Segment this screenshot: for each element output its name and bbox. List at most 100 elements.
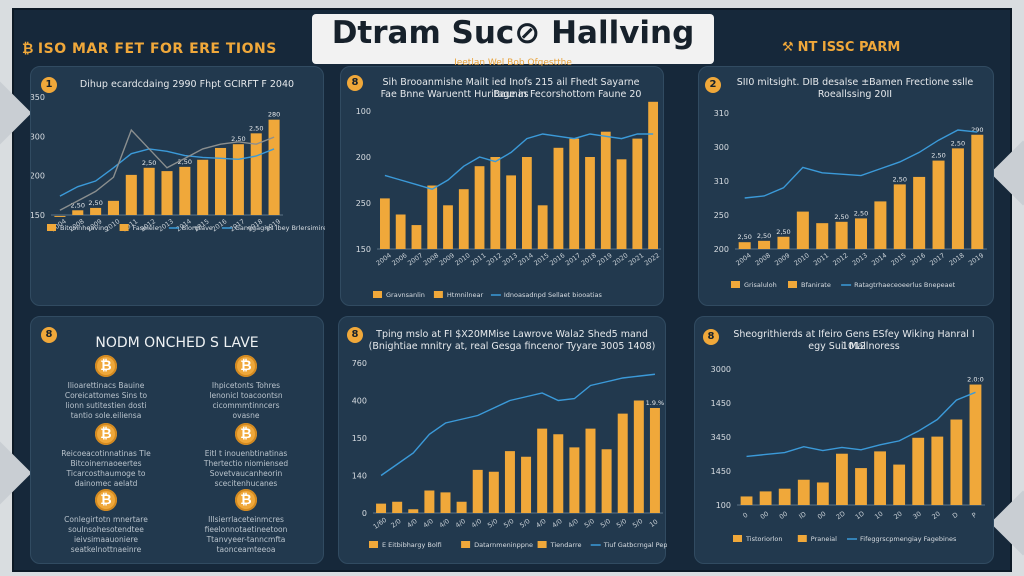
- bar: [569, 447, 580, 513]
- panel-badge: 2: [705, 77, 721, 93]
- legend-label: Praneial: [811, 535, 837, 543]
- y-tick-label: 1450: [711, 399, 731, 408]
- bar: [854, 218, 868, 249]
- bar: [411, 225, 422, 249]
- bitcoin-icon: ₿: [95, 355, 117, 377]
- bar: [600, 131, 611, 249]
- bar: [874, 201, 887, 249]
- legend-label: Ganegagies Ibey Brlersimire: [235, 224, 325, 232]
- data-label: 2,50: [231, 135, 245, 143]
- legend-swatch: [797, 535, 807, 542]
- bar: [161, 171, 173, 215]
- legend-label: Tistoriorlon: [745, 535, 783, 543]
- bar: [427, 185, 438, 249]
- y-tick-label: 3000: [711, 365, 731, 374]
- x-tick-label: 2013: [501, 251, 519, 267]
- bar: [931, 436, 944, 505]
- node-text: Conlegirtotn mnertare soulnsohesotendtee i…: [64, 515, 148, 554]
- data-label: 2,50: [757, 232, 771, 240]
- x-tick-label: 5/0: [631, 517, 644, 530]
- chart-panel-3: 2 SII0 mitsight. DIB desalse ±Bamen Frec…: [698, 66, 994, 306]
- bitcoin-icon: ₿: [95, 423, 117, 445]
- legend-swatch: [119, 224, 129, 231]
- x-tick-label: 2011: [812, 251, 830, 267]
- series-line: [384, 133, 654, 190]
- y-tick-label: 1450: [711, 467, 731, 476]
- x-tick-label: 2017: [564, 251, 582, 267]
- panel-badge: 8: [41, 327, 57, 343]
- chart-panel-6: 8 Sheogrithierds at Ifeiro Gens ESfey Wi…: [694, 316, 994, 564]
- legend-label: Gravnsanlin: [386, 291, 425, 299]
- series-line: [59, 128, 275, 211]
- x-tick-label: 20: [892, 510, 903, 521]
- panel-title: Dihup ecardcdaing 2990 Fhpt GCIRFT F 204…: [79, 79, 295, 90]
- bar: [215, 147, 227, 215]
- header-left: ₿ ISO MAR FET FOR ERE TIONS: [22, 40, 277, 57]
- legend-label: Ratagtrhaeceoeerlus Bnepeaet: [854, 281, 956, 289]
- x-tick-label: 2010: [454, 251, 472, 267]
- bar: [816, 223, 829, 249]
- bar: [969, 384, 982, 505]
- bar: [893, 464, 906, 505]
- x-tick-label: 5/0: [502, 517, 515, 530]
- x-tick-label: 2015: [890, 251, 908, 267]
- x-tick-label: 2009: [773, 251, 791, 267]
- bitcoin-icon: ₿: [22, 41, 34, 57]
- y-tick-label: 150: [356, 245, 371, 254]
- bar: [472, 469, 483, 513]
- bitcoin-icon: ₿: [235, 423, 257, 445]
- panel-title-line-2: (Bnightiae mnitry at, real Gesga finceno…: [368, 341, 656, 352]
- page-title: Dtram Suc⊘ Hallving: [331, 15, 695, 51]
- data-label: 2,50: [178, 158, 192, 166]
- legend-label: Tiendarre: [550, 541, 582, 549]
- y-tick-label: 310: [714, 109, 729, 118]
- node-item: ₿ Eitl t inouenbtinatinas Thertectio niom…: [181, 423, 311, 489]
- bar: [816, 482, 829, 505]
- panel-title-line-2: Roeallssing 20II: [817, 89, 893, 100]
- legend-swatch: [537, 541, 547, 548]
- legend-label: Bfanirate: [801, 281, 831, 289]
- x-tick-label: 5/0: [615, 517, 628, 530]
- bar: [913, 176, 926, 249]
- bar: [232, 144, 244, 215]
- y-tick-label: 200: [714, 245, 729, 254]
- bar: [504, 451, 515, 513]
- bar: [424, 490, 435, 513]
- bar: [440, 492, 451, 513]
- data-label: 2,50: [249, 124, 263, 132]
- legend-label: Tiuf Gatbcrngal Pepeutionnitran: [603, 541, 667, 549]
- x-tick-label: 2007: [406, 251, 424, 267]
- legend-label: Htmnilnear: [447, 291, 484, 299]
- legend-swatch: [788, 281, 797, 288]
- bar: [617, 413, 628, 513]
- node-text: Reicoeacotinnatinas TIe Bitcoinernaoeerte…: [61, 449, 151, 488]
- header-right-label: NT ISSC PARM: [797, 40, 901, 55]
- x-tick-label: 2013: [157, 217, 175, 233]
- y-tick-label: 350: [31, 93, 45, 102]
- y-tick-label: 300: [31, 132, 45, 141]
- header-right: ⚒ NT ISSC PARM: [782, 40, 900, 55]
- panel-title-line-2: Fae Bnne Waruentt Huritage in Fecorshott…: [380, 89, 642, 100]
- node-text: Ihpicetonts Tohres Ienonicl toacoontsn cic…: [209, 381, 283, 420]
- y-tick-label: 3450: [711, 433, 731, 442]
- bar: [950, 419, 963, 505]
- bar: [521, 157, 532, 249]
- x-tick-label: 5/0: [518, 517, 531, 530]
- bar: [125, 174, 137, 215]
- series-line: [744, 129, 978, 199]
- data-label: 2,50: [71, 201, 85, 209]
- node-item: ₿ Reicoeacotinnatinas TIe Bitcoinernaoeer…: [41, 423, 171, 489]
- bar: [537, 428, 548, 513]
- bar: [740, 496, 753, 505]
- legend-label: Datarnmeninppne: [474, 541, 533, 549]
- bar: [490, 157, 501, 249]
- bar: [778, 488, 791, 505]
- legend-label: Grisaluloh: [744, 281, 777, 289]
- x-tick-label: 10: [648, 518, 659, 529]
- bar: [616, 159, 627, 249]
- x-tick-label: 2014: [517, 251, 535, 267]
- x-tick-label: 2006: [390, 251, 408, 267]
- series-line: [746, 391, 976, 458]
- x-tick-label: 20: [930, 510, 941, 521]
